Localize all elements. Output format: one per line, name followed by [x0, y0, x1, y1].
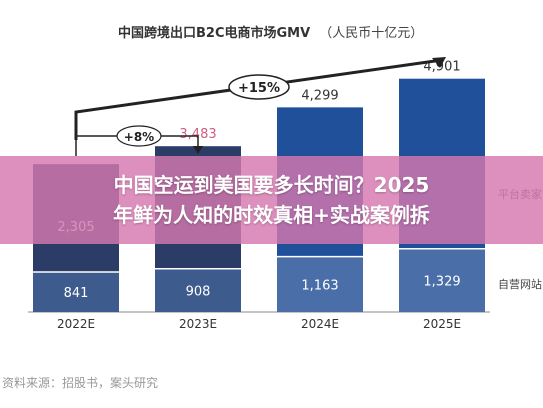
growth-label-15: +15% [238, 81, 280, 96]
overlay-banner: 中国空运到美国要多长时间？2025 年鲜为人知的时效真相+实战案例拆 [0, 156, 543, 244]
x-tick-2025E: 2025E [423, 317, 461, 331]
bar-label-bottom-2023E: 908 [186, 284, 211, 299]
bar-segment-bottom-2025E [399, 248, 485, 312]
growth-badge-15 [228, 74, 290, 100]
growth-badge-8 [116, 125, 162, 147]
growth-arrowhead-15 [432, 57, 446, 68]
x-tick-2024E: 2024E [301, 317, 339, 331]
growth-arrow-15 [74, 58, 443, 140]
chart-unit: （人民币十亿元） [319, 26, 424, 41]
x-tick-2022E: 2022E [57, 317, 95, 331]
bar-segment-bottom-2024E [277, 256, 363, 312]
bar-total-2023E: 3,483 [179, 127, 216, 142]
bar-label-bottom-2025E: 1,329 [423, 274, 460, 289]
banner-line-1: 中国空运到美国要多长时间？2025 [113, 173, 430, 197]
legend-label-bottom: 自营网站 [498, 277, 542, 291]
bar-label-bottom-2024E: 1,163 [301, 278, 338, 293]
x-tick-2023E: 2023E [179, 317, 217, 331]
source-note: 资料来源：招股书，案头研究 [2, 376, 159, 390]
bar-label-bottom-2022E: 841 [64, 286, 89, 301]
bar-segment-bottom-2022E [33, 271, 119, 312]
growth-label-8: +8% [124, 130, 154, 144]
banner-line-2: 年鲜为人知的时效真相+实战案例拆 [113, 203, 430, 227]
bar-total-2025E: 4,901 [423, 60, 460, 75]
chart-title: 中国跨境出口B2C电商市场GMV （人民币十亿元） [118, 26, 424, 41]
growth-arrowhead-8 [193, 146, 203, 154]
bar-segment-bottom-2023E [155, 268, 241, 312]
bar-total-2024E: 4,299 [301, 88, 338, 103]
